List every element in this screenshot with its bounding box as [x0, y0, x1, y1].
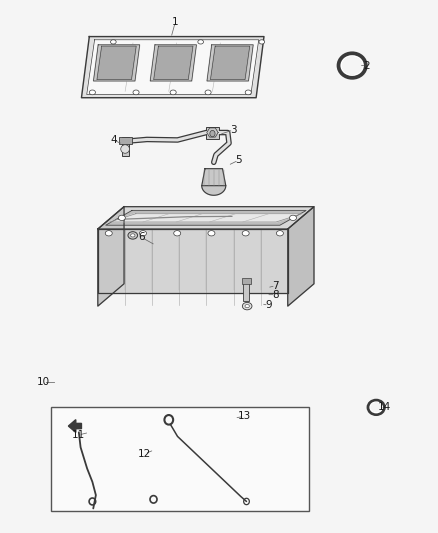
Polygon shape — [110, 214, 302, 222]
Ellipse shape — [133, 90, 139, 95]
Text: 13: 13 — [238, 411, 251, 422]
Polygon shape — [106, 211, 306, 225]
Ellipse shape — [210, 131, 215, 137]
Ellipse shape — [89, 90, 95, 95]
Text: 9: 9 — [265, 300, 272, 310]
Ellipse shape — [128, 232, 138, 239]
Polygon shape — [87, 40, 259, 94]
Polygon shape — [150, 45, 196, 81]
Ellipse shape — [198, 40, 204, 44]
Polygon shape — [98, 207, 314, 229]
Ellipse shape — [105, 231, 112, 236]
Ellipse shape — [170, 90, 176, 95]
Text: 3: 3 — [230, 125, 237, 135]
Text: 5: 5 — [235, 155, 242, 165]
Polygon shape — [81, 37, 264, 98]
Text: 11: 11 — [72, 430, 85, 440]
Polygon shape — [93, 45, 140, 81]
Ellipse shape — [276, 231, 283, 236]
Bar — [206, 127, 219, 139]
Ellipse shape — [205, 90, 211, 95]
Text: 12: 12 — [138, 449, 152, 458]
Ellipse shape — [139, 231, 146, 236]
Text: 1: 1 — [172, 17, 179, 27]
Bar — [242, 278, 251, 284]
Bar — [119, 138, 132, 144]
Polygon shape — [202, 185, 226, 195]
Polygon shape — [98, 207, 124, 306]
Ellipse shape — [259, 40, 265, 44]
Ellipse shape — [118, 215, 125, 221]
Ellipse shape — [174, 231, 181, 236]
Bar — [243, 279, 249, 301]
Ellipse shape — [290, 215, 297, 221]
Bar — [51, 407, 308, 511]
Polygon shape — [202, 168, 226, 185]
Bar — [51, 407, 308, 511]
Text: 4: 4 — [110, 135, 117, 145]
Text: 6: 6 — [138, 232, 145, 243]
Text: 7: 7 — [272, 281, 279, 290]
Ellipse shape — [245, 90, 251, 95]
Text: 2: 2 — [363, 61, 370, 70]
Ellipse shape — [242, 231, 249, 236]
Polygon shape — [98, 229, 288, 293]
Ellipse shape — [208, 231, 215, 236]
Ellipse shape — [121, 145, 130, 154]
Polygon shape — [154, 46, 193, 80]
Polygon shape — [68, 419, 81, 432]
Bar — [122, 138, 129, 156]
Ellipse shape — [245, 304, 249, 308]
Polygon shape — [97, 46, 136, 80]
Ellipse shape — [242, 302, 252, 310]
Polygon shape — [211, 46, 250, 80]
Ellipse shape — [131, 234, 135, 237]
Polygon shape — [288, 207, 314, 306]
Polygon shape — [207, 45, 253, 81]
Text: 10: 10 — [37, 377, 50, 387]
Text: 14: 14 — [378, 402, 392, 413]
Text: 8: 8 — [272, 289, 279, 300]
Ellipse shape — [110, 40, 116, 44]
